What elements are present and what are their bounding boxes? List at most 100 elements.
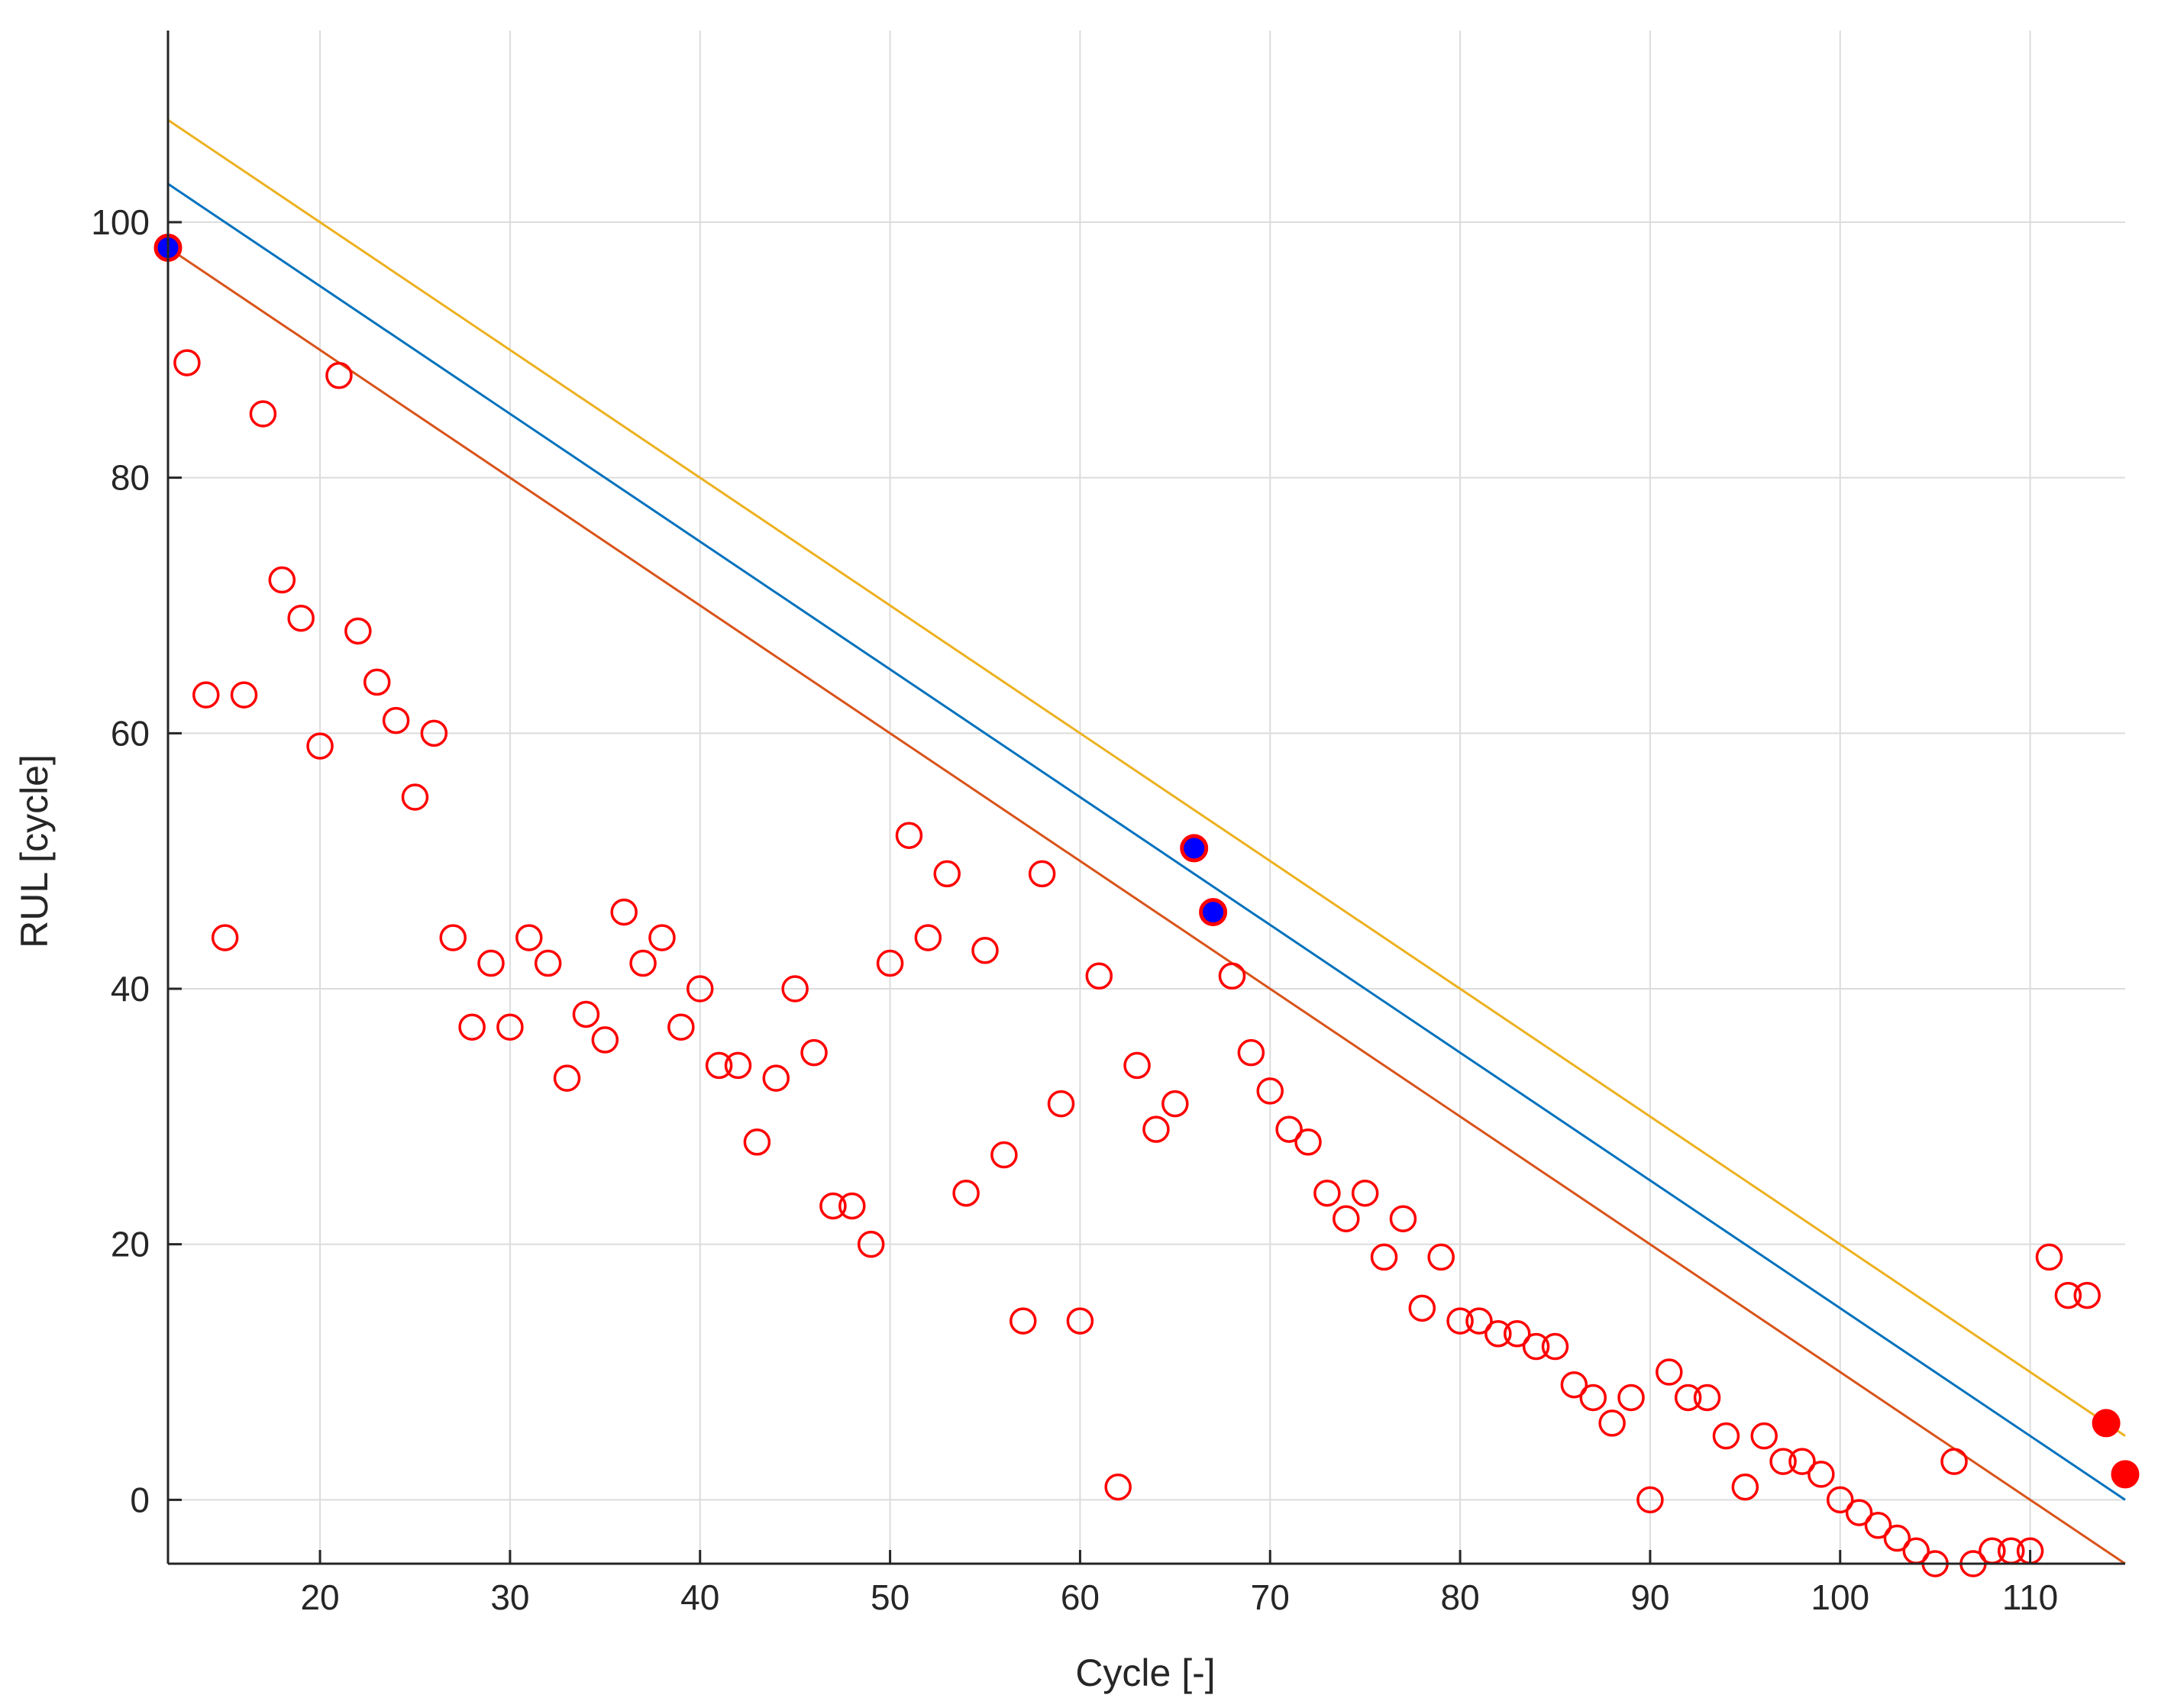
in-bound-points-point: [1199, 898, 1228, 927]
predicted-rul-point: [1028, 860, 1056, 888]
predicted-rul-point: [1598, 1409, 1626, 1437]
predicted-rul-point: [534, 949, 562, 977]
x-tick-label: 40: [680, 1577, 719, 1617]
predicted-rul-point: [743, 1128, 771, 1156]
predicted-rul-point: [268, 566, 296, 594]
predicted-rul-point: [1656, 1358, 1683, 1386]
predicted-rul-point: [648, 924, 676, 951]
predicted-rul-point: [591, 1026, 619, 1054]
predicted-rul-point: [1465, 1307, 1493, 1335]
y-tick-label: 0: [130, 1480, 150, 1519]
predicted-rul-point: [496, 1013, 524, 1041]
predicted-rul-point: [553, 1064, 581, 1092]
predicted-rul-point: [838, 1192, 866, 1220]
predicted-rul-point: [458, 1013, 486, 1041]
predicted-rul-point: [762, 1064, 790, 1092]
predicted-rul-point: [1294, 1128, 1322, 1156]
predicted-rul-point: [1693, 1384, 1721, 1412]
predicted-rul-point: [515, 924, 543, 951]
predicted-rul-point: [610, 898, 638, 926]
predicted-rul-point: [1218, 962, 1246, 990]
predicted-rul-point: [1085, 962, 1113, 990]
predicted-rul-point: [1389, 1205, 1417, 1232]
predicted-rul-point: [1522, 1332, 1550, 1361]
predicted-rul-point: [249, 400, 277, 428]
reference-lines: [167, 118, 2126, 1565]
lower-bound-line: [167, 247, 2126, 1565]
in-bound-points-point: [1180, 834, 1209, 863]
predicted-rul-point: [287, 604, 315, 632]
predicted-rul-point: [914, 924, 942, 951]
predicted-rul-point: [420, 719, 448, 747]
x-tick-label: 60: [1061, 1577, 1100, 1617]
x-tick-label: 30: [490, 1577, 529, 1617]
y-tick-label: 80: [111, 458, 150, 498]
late-points-point: [2092, 1409, 2121, 1438]
predicted-rul-point: [1484, 1320, 1512, 1348]
predicted-rul-point: [572, 1000, 600, 1028]
late-points-point: [2111, 1460, 2140, 1489]
predicted-rul-point: [230, 681, 258, 709]
predicted-rul-point: [1636, 1486, 1664, 1514]
predicted-rul-point: [439, 924, 467, 951]
predicted-rul-point: [819, 1192, 847, 1220]
predicted-rul-point: [1237, 1038, 1265, 1067]
predicted-rul-point: [1370, 1243, 1398, 1271]
predicted-rul-point: [401, 783, 429, 811]
predicted-rul-point: [629, 949, 657, 977]
predicted-rul-point: [933, 860, 961, 888]
predicted-rul-point: [990, 1141, 1018, 1169]
predicted-rul-point: [1617, 1384, 1645, 1412]
predicted-rul-point: [325, 362, 353, 389]
predicted-rul-point: [1940, 1448, 1968, 1475]
true-rul-line: [167, 182, 2126, 1501]
predicted-rul-point: [344, 617, 372, 645]
predicted-rul-point: [2054, 1281, 2082, 1309]
axes: 20 30 40 50 60 70 80 90 100 110 0 20 40 60 80 100: [91, 31, 2125, 1617]
predicted-rul-point: [306, 732, 334, 760]
predicted-rul-point: [1674, 1384, 1702, 1412]
predicted-rul-point: [1845, 1499, 1873, 1526]
x-tick-label: 110: [2002, 1577, 2058, 1617]
predicted-rul-point: [895, 822, 923, 849]
predicted-rul-point: [1104, 1473, 1132, 1501]
predicted-rul-point: [1427, 1243, 1455, 1271]
predicted-rul-point: [1883, 1524, 1911, 1552]
predicted-rul-point: [1864, 1512, 1892, 1539]
predicted-rul-point: [1256, 1077, 1284, 1105]
predicted-rul-point: [1807, 1461, 1835, 1488]
y-tick-label: 100: [91, 202, 150, 242]
upper-bound-line: [167, 118, 2126, 1437]
predicted-rul-point: [1769, 1448, 1797, 1475]
x-axis-title: Cycle [-]: [1075, 1651, 1215, 1694]
predicted-rul-point: [667, 1013, 695, 1041]
predicted-rul-point: [2073, 1281, 2101, 1309]
predicted-rul-point: [1541, 1332, 1569, 1361]
predicted-rul-point: [1788, 1448, 1816, 1475]
predicted-rul-point: [173, 349, 201, 376]
predicted-rul-point: [1731, 1473, 1759, 1501]
predicted-rul-point: [1161, 1090, 1189, 1118]
predicted-rul-point: [1333, 1205, 1360, 1232]
predicted-rul-point: [1446, 1307, 1474, 1335]
predicted-rul-point: [1047, 1090, 1075, 1118]
y-tick-label: 60: [111, 713, 150, 753]
predicted-rul-point: [2035, 1243, 2063, 1271]
predicted-rul-point: [1123, 1051, 1151, 1080]
predicted-rul-point: [952, 1179, 980, 1207]
predicted-rul-point: [1408, 1294, 1436, 1322]
x-tick-label: 20: [300, 1577, 339, 1617]
x-tick-label: 50: [871, 1577, 909, 1617]
y-tick-label: 20: [111, 1225, 150, 1264]
x-tick-label: 100: [1811, 1577, 1869, 1617]
predicted-rul-point: [211, 924, 239, 951]
predicted-rul-point: [1503, 1320, 1531, 1348]
predicted-rul-point: [1066, 1307, 1094, 1335]
predicted-rul-point: [724, 1051, 752, 1080]
predicted-rul-point: [1351, 1179, 1379, 1207]
predicted-rul-point: [705, 1051, 733, 1080]
predicted-rul-point: [1142, 1116, 1170, 1143]
x-tick-label: 70: [1251, 1577, 1290, 1617]
